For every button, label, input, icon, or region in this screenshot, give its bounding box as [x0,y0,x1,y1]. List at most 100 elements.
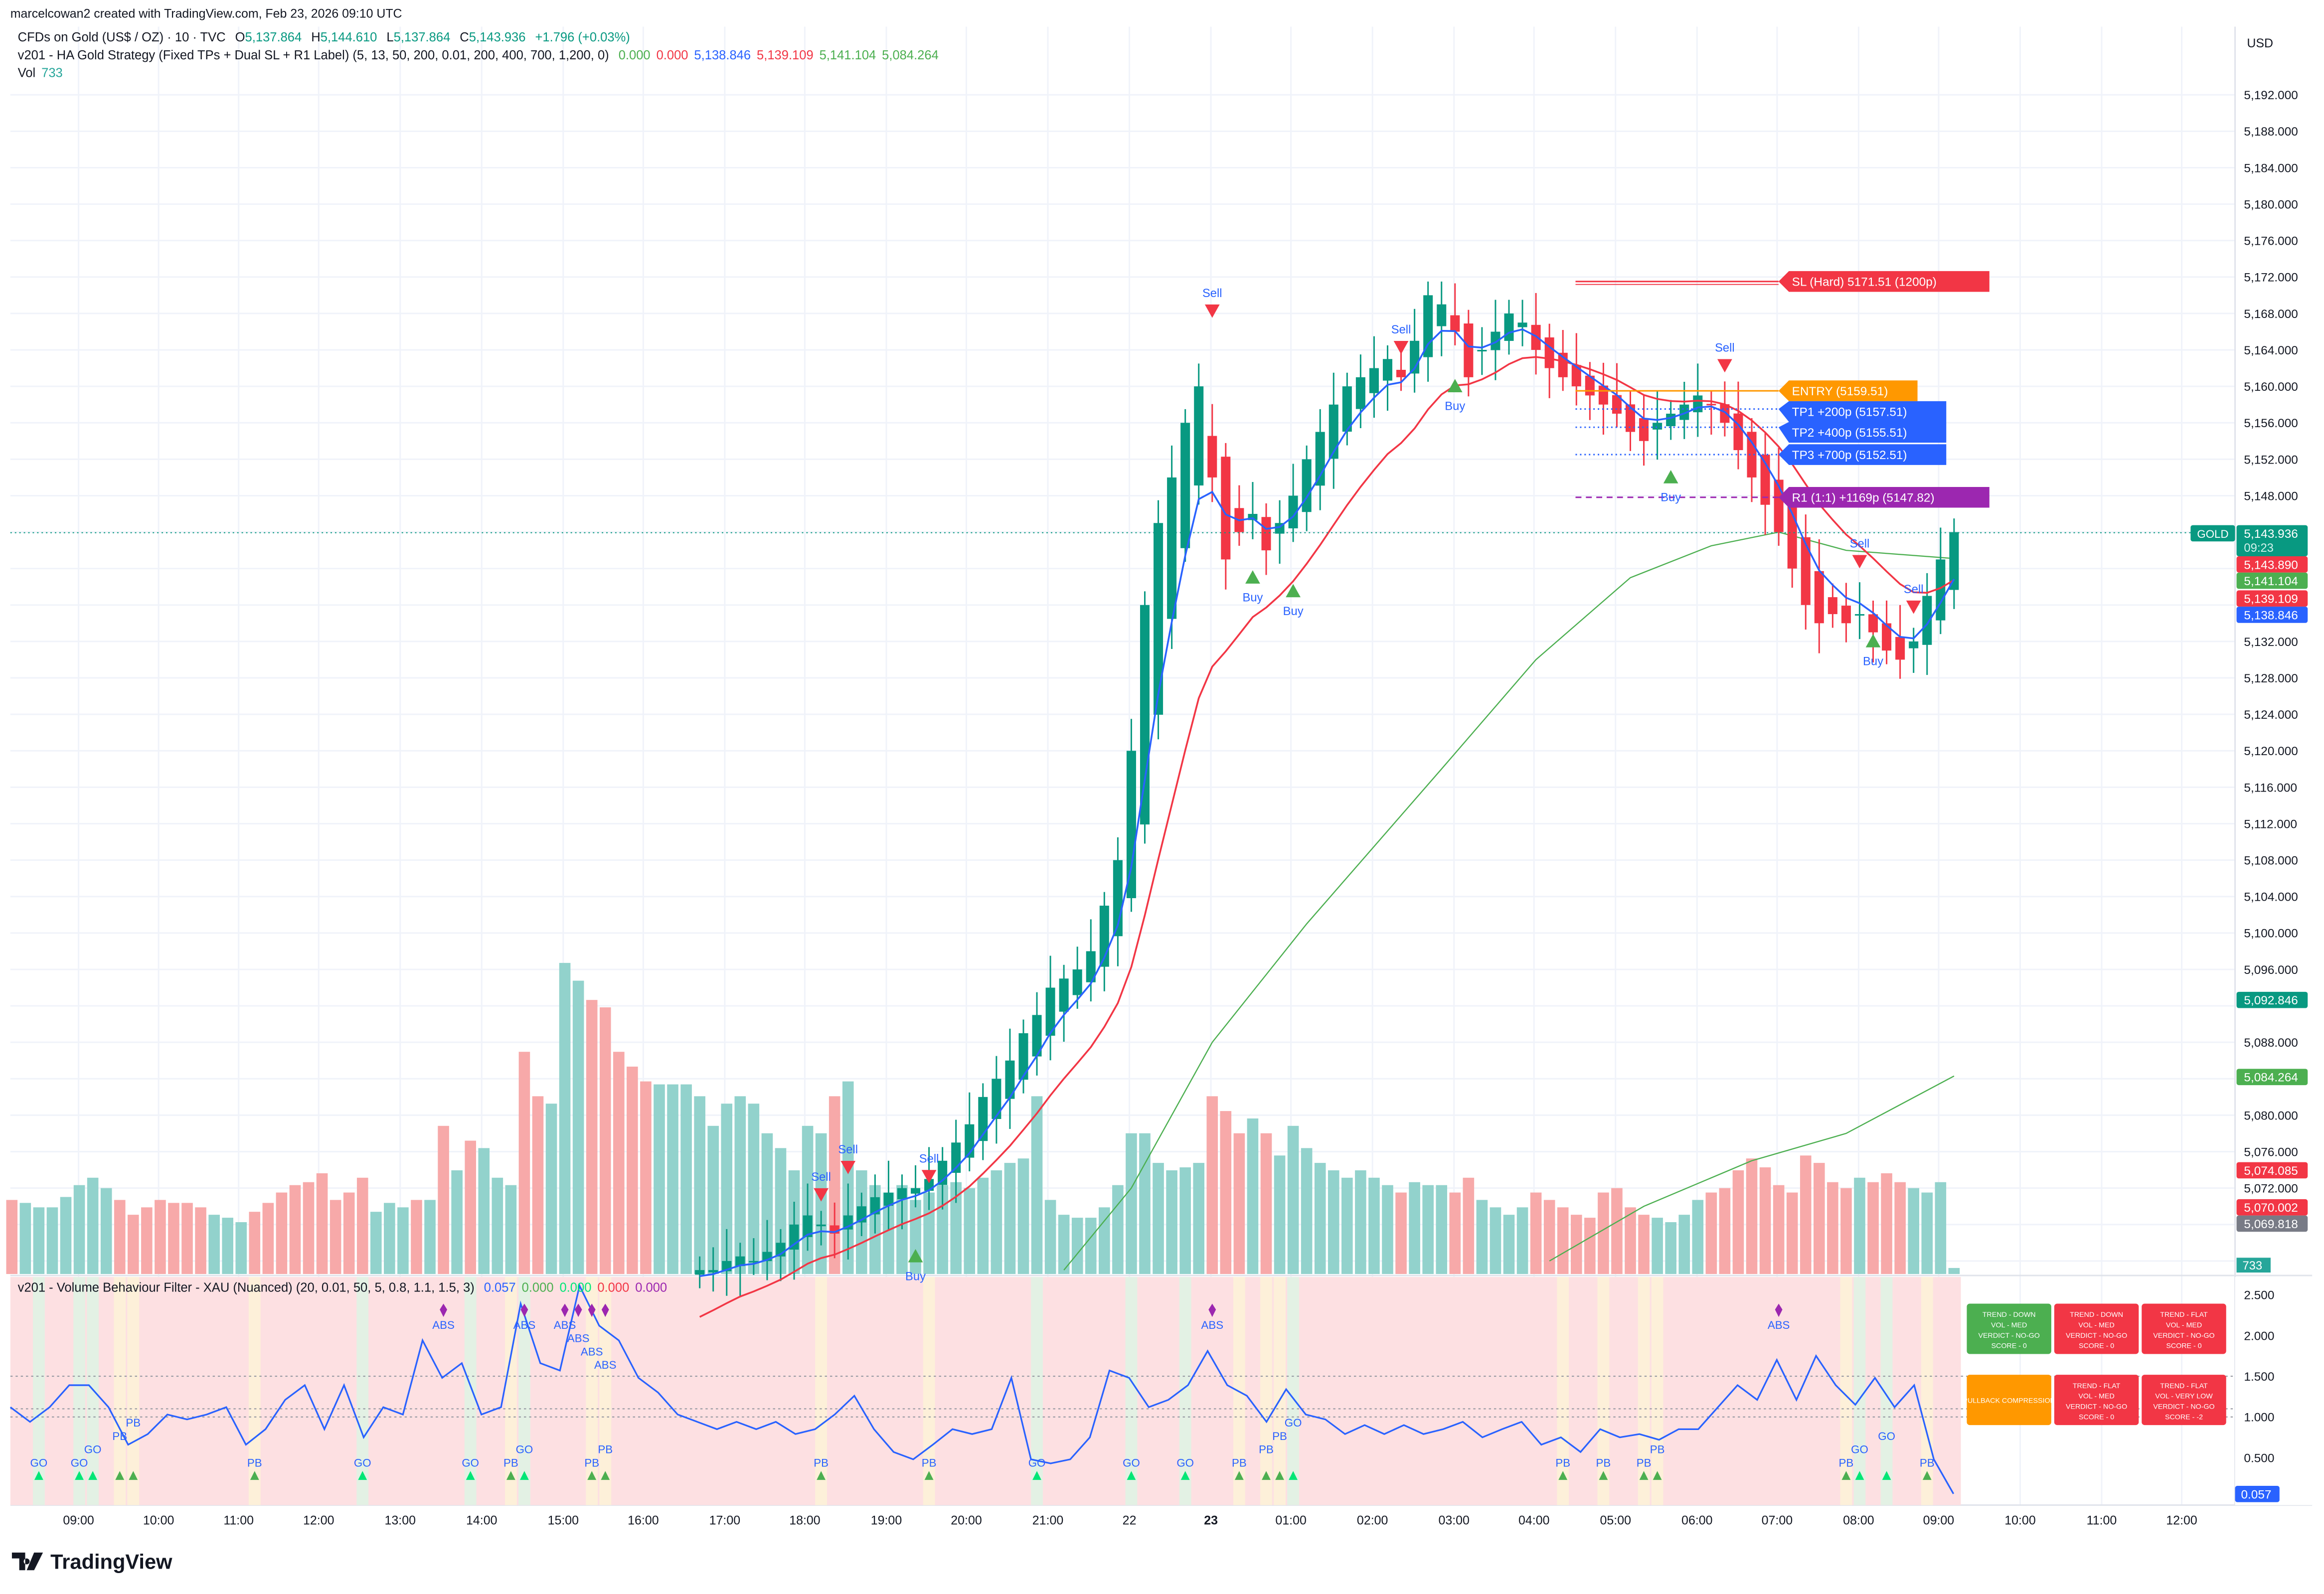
volume-bar [1908,1188,1919,1275]
sell-arrow-icon [1393,340,1409,354]
buy-signal: Buy [1445,379,1465,413]
trade-levels: SL (Hard) 5171.51 (1200p) ENTRY (5159.51)… [10,271,2194,533]
marker-label: GO [30,1456,48,1469]
level-label-box [1778,401,1947,422]
volume-bar [6,1200,18,1275]
volume-bar [451,1170,463,1275]
price-tag: 5,069.818 [2236,1215,2308,1232]
candle [1949,518,1959,609]
time-tick: 14:00 [466,1513,497,1527]
indicator-name[interactable]: v201 - Volume Behaviour Filter - XAU (Nu… [17,1279,475,1295]
sell-label: Sell [1715,341,1735,355]
price-tag-bg [2236,572,2308,589]
candle-body [749,1261,759,1263]
zone-stripe [73,1276,85,1505]
volume-bar [1395,1192,1407,1275]
sell-arrow-icon [840,1161,856,1174]
candle-body [1639,418,1649,441]
up-triangle-icon [250,1471,259,1480]
candle [1450,283,1460,345]
abs-marker: ABS [581,1303,603,1358]
candle-body [1207,436,1217,478]
abs-label: ABS [554,1319,576,1331]
indicator-tick: 0.500 [2244,1451,2274,1465]
candle [911,1165,921,1208]
volume-bar [586,1000,598,1275]
abs-marker: ABS [554,1303,576,1331]
price-tick: 5,108.000 [2244,854,2298,868]
diamond-icon [520,1303,528,1317]
price-tag-bg [2236,590,2308,607]
volume-bar [1543,1200,1555,1275]
level-label-box [1778,422,1947,443]
price-tick: 5,076.000 [2244,1145,2298,1159]
volume-bar [1260,1133,1272,1275]
price-tag: 5,141.104 [2236,572,2308,589]
brand-name: TradingView [50,1549,172,1574]
volume-bar [977,1177,989,1275]
candle-body [1382,359,1393,381]
volume-bar [33,1207,45,1275]
tradingview-logo: TradingView [11,1549,172,1574]
candle [695,1256,705,1288]
time-tick: 22 [1123,1513,1137,1527]
sell-arrow-icon [1717,359,1732,373]
strategy-value: 5,138.846 [694,47,751,62]
up-triangle-icon [1653,1471,1662,1480]
volume-bar [1044,1200,1056,1275]
marker-label: PB [1259,1443,1274,1456]
level-0: SL (Hard) 5171.51 (1200p) [1575,271,1990,292]
time-tick: 06:00 [1681,1513,1712,1527]
candle-body [870,1197,880,1215]
volume-bar [100,1188,112,1275]
price-tag-bg [2236,556,2308,573]
currency-label[interactable]: USD [2247,35,2273,51]
volume-tag: 733 [2242,1259,2262,1273]
marker-label: GO [354,1456,371,1469]
indicator-legend[interactable]: v201 - Volume Behaviour Filter - XAU (Nu… [18,1280,673,1295]
candle [1369,336,1379,418]
indicator-bg [10,1276,1961,1505]
candle [870,1174,880,1234]
candle-body [1787,506,1797,569]
marker-go: GO [462,1456,479,1480]
zone-stripe [1557,1276,1569,1505]
sell-arrow-icon [1852,555,1867,569]
diamond-icon [601,1303,609,1317]
price-tag-text: 5,084.264 [2244,1071,2298,1085]
volume-bar [1341,1177,1353,1275]
candle-body [883,1192,893,1206]
volume-legend[interactable]: Vol 733 [18,65,69,80]
symbol-name[interactable]: CFDs on Gold (US$ / OZ) · 10 · TVC [17,29,226,45]
price-tick: 5,148.000 [2244,489,2298,503]
marker-label: PB [1637,1456,1652,1469]
moving-averages [1063,531,1955,1271]
candle-body [816,1224,826,1227]
verdict-box-bg [2054,1303,2139,1354]
strategy-legend[interactable]: v201 - HA Gold Strategy (Fixed TPs + Dua… [18,47,945,62]
sell-signal: Sell [811,1170,831,1202]
time-tick: 10:00 [143,1513,174,1527]
price-axis: 5,192.000 5,188.000 5,184.000 5,180.000 5,17… [2190,89,2313,1505]
up-triangle-icon [1855,1471,1864,1480]
candle-body [1005,1060,1015,1099]
up-triangle-icon [75,1471,84,1480]
time-tick: 17:00 [709,1513,740,1527]
zone-stripe [1853,1276,1866,1505]
volume-bar [181,1203,193,1275]
volume-bar [46,1207,58,1275]
verdict-box: TREND - DOWN VOL - MED VERDICT - NO-GO SCOR… [2054,1303,2139,1354]
up-triangle-icon [1841,1471,1851,1480]
marker-go: GO [71,1456,88,1480]
volume-bar [1516,1207,1528,1275]
symbol-legend[interactable]: CFDs on Gold (US$ / OZ) · 10 · TVC O5,13… [18,29,636,44]
strategy-name[interactable]: v201 - HA Gold Strategy (Fixed TPs + Dua… [17,47,609,62]
marker-label: GO [462,1456,479,1469]
volume-bar [1463,1177,1475,1275]
price-tag-text: 5,141.104 [2244,575,2298,588]
candle-body [1868,614,1878,633]
candle-body [1342,386,1352,432]
verdict-text: VERDICT - NO-GO [2153,1403,2214,1411]
volume-bar [1099,1207,1110,1275]
